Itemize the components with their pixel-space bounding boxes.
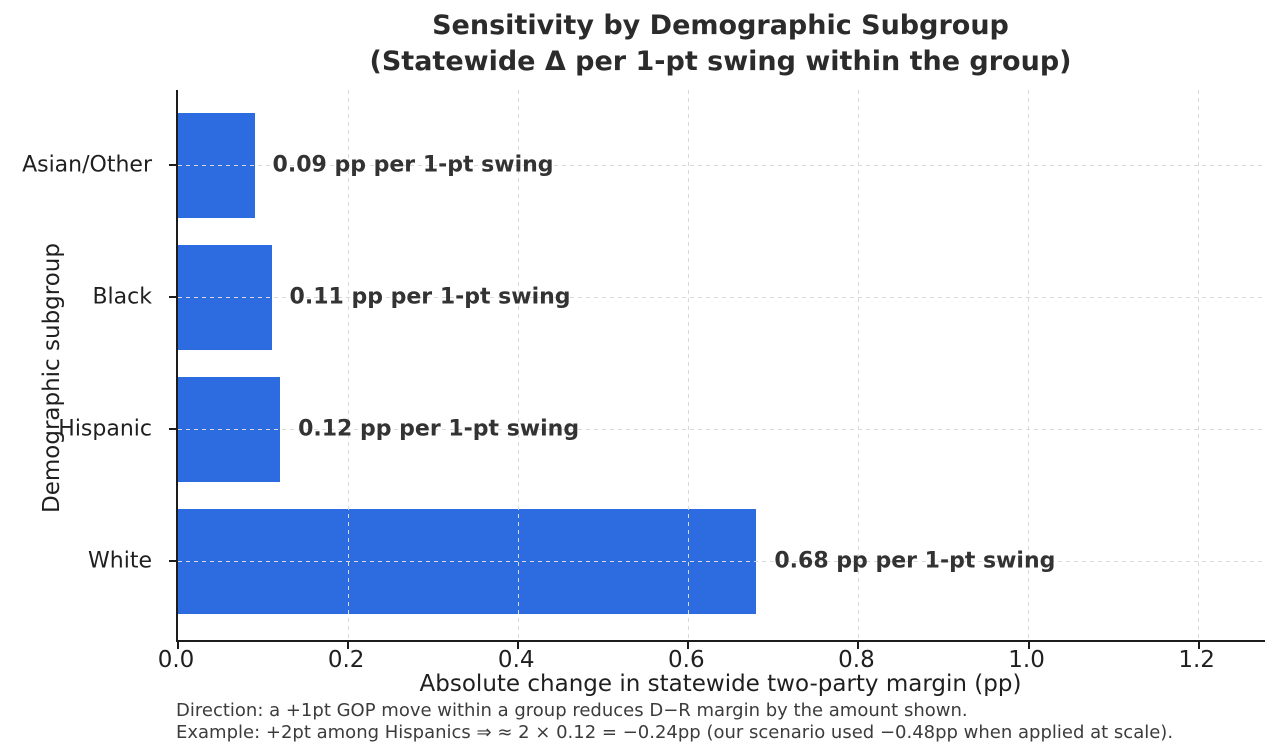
gridline-horizontal [178, 428, 1265, 430]
gridline-vertical [857, 90, 859, 640]
gridline-vertical [1198, 90, 1200, 640]
x-tick-mark [347, 642, 350, 649]
bar-value-label: 0.11 pp per 1-pt swing [289, 284, 571, 310]
y-tick-mark [169, 164, 176, 166]
x-tick-mark [857, 642, 860, 649]
x-tick-mark [517, 642, 520, 649]
x-tick-label: 0.0 [157, 647, 195, 673]
plot-area: 0.09 pp per 1-pt swing 0.11 pp per 1-pt s… [169, 90, 1265, 649]
y-category-label: White [88, 548, 152, 574]
gridline-vertical [1028, 90, 1030, 640]
x-axis-title: Absolute change in statewide two-party m… [419, 671, 1022, 697]
chart-title: Sensitivity by Demographic Subgroup (Sta… [176, 8, 1265, 80]
y-tick-mark [169, 428, 176, 430]
y-tick-mark [169, 296, 176, 298]
chart-title-line2: (Statewide Δ per 1-pt swing within the g… [369, 46, 1072, 77]
x-tick-label: 1.0 [1008, 647, 1045, 673]
y-category-label: Hispanic [58, 416, 152, 442]
footnotes: Direction: a +1pt GOP move within a grou… [176, 700, 1173, 744]
x-axis-ticks: 0.0 0.2 0.4 0.6 0.8 1.0 1.2 [158, 647, 1265, 675]
gridline-vertical [517, 90, 519, 640]
gridline-horizontal [178, 560, 1265, 562]
x-tick-label: 0.8 [838, 647, 875, 673]
y-axis-labels: Asian/Other Black Hispanic White [0, 90, 164, 642]
x-tick-label: 1.2 [1178, 647, 1215, 673]
footnote-example: Example: +2pt among Hispanics ⇒ ≈ 2 × 0.… [176, 722, 1174, 743]
x-tick-mark [1197, 642, 1200, 649]
x-tick-mark [177, 642, 179, 649]
gridline-horizontal [178, 296, 1265, 298]
x-tick-label: 0.4 [497, 647, 535, 673]
footnote-direction: Direction: a +1pt GOP move within a grou… [176, 700, 968, 721]
x-tick-label: 0.2 [327, 647, 365, 673]
x-tick-mark [687, 642, 690, 649]
bar-value-label: 0.12 pp per 1-pt swing [298, 416, 580, 442]
y-category-label: Asian/Other [22, 152, 152, 178]
gridline-vertical [687, 90, 689, 640]
y-category-label: Black [92, 284, 152, 310]
chart-title-line1: Sensitivity by Demographic Subgroup [432, 10, 1009, 41]
y-tick-mark [169, 560, 176, 562]
gridline-horizontal [178, 164, 1265, 166]
bar-value-label: 0.09 pp per 1-pt swing [272, 152, 554, 178]
x-tick-mark [1027, 642, 1030, 649]
gridline-vertical [347, 90, 349, 640]
bar-value-label: 0.68 pp per 1-pt swing [774, 548, 1056, 574]
x-tick-label: 0.6 [668, 647, 705, 673]
